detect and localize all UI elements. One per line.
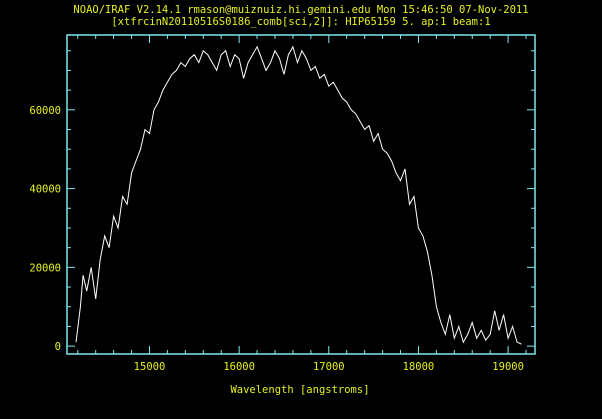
x-axis-label: Wavelength [angstroms] (230, 384, 369, 396)
x-tick-label: 17000 (313, 361, 345, 373)
x-tick-label: 19000 (492, 361, 524, 373)
header-line-2: [xtfrcinN20110516S0186_comb[sci,2]]: HIP… (111, 16, 491, 28)
y-tick-label: 40000 (29, 184, 61, 196)
spectrum-line (75, 45, 522, 345)
x-tick-label: 18000 (403, 361, 435, 373)
y-tick-label: 0 (55, 341, 61, 353)
plot-frame (66, 34, 536, 355)
y-tick-label: 20000 (29, 262, 61, 274)
header-line-1: NOAO/IRAF V2.14.1 rmason@muiznuiz.hi.gem… (73, 4, 529, 16)
x-tick-label: 15000 (134, 361, 166, 373)
x-tick-label: 16000 (223, 361, 255, 373)
y-tick-label: 60000 (29, 105, 61, 117)
